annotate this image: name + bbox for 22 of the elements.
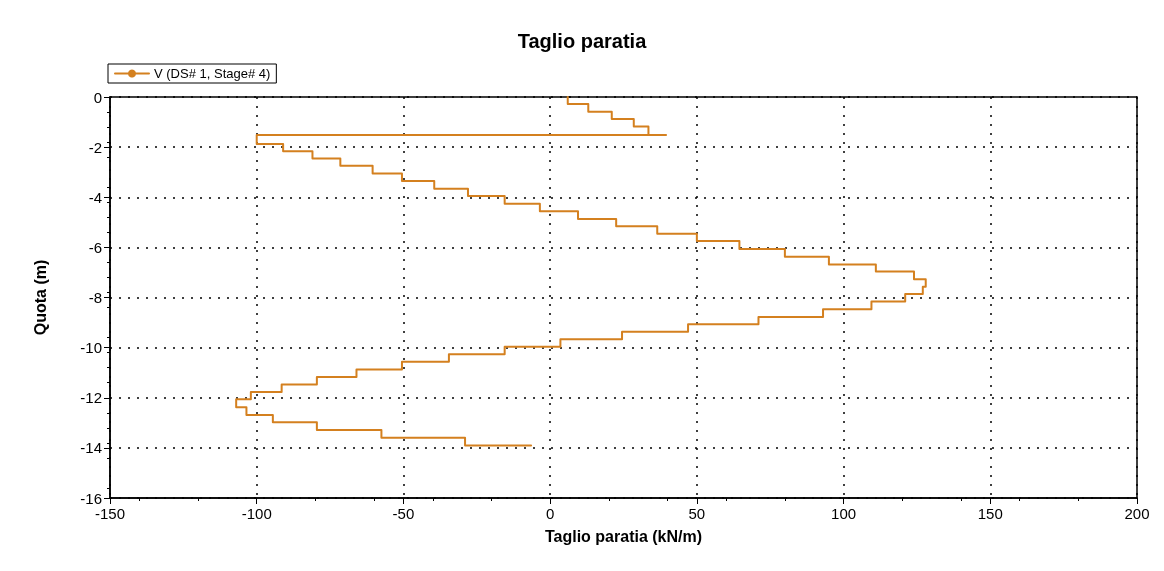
x-tick-label: -150 (94, 505, 126, 522)
y-tick-label: -10 (80, 339, 102, 357)
line-series (235, 96, 927, 447)
y-tick-label: -8 (88, 289, 102, 306)
x-tick-label: 100 (831, 505, 857, 522)
y-axis-title: Quota (m) (31, 259, 49, 336)
y-tick-label: -4 (88, 188, 102, 206)
y-tick-label: -12 (80, 389, 102, 407)
x-tick-label: 150 (977, 505, 1003, 522)
y-tick-label: -16 (80, 489, 102, 507)
legend-label: V (DS# 1, Stage# 4) (154, 66, 271, 81)
x-tick-label: 50 (688, 505, 706, 522)
x-tick-label: 200 (1124, 505, 1150, 522)
chart-title: Taglio paratia (517, 30, 648, 52)
y-tick-label: -14 (80, 439, 102, 457)
x-tick-label: -100 (241, 505, 272, 522)
y-tick-label: 0 (93, 88, 102, 106)
x-tick-label: 0 (545, 505, 555, 522)
y-tick-label: -6 (88, 238, 102, 256)
y-tick-label: -2 (88, 138, 102, 156)
x-tick-label: -50 (392, 505, 415, 522)
x-axis-title: Taglio paratia (kN/m) (544, 527, 703, 545)
